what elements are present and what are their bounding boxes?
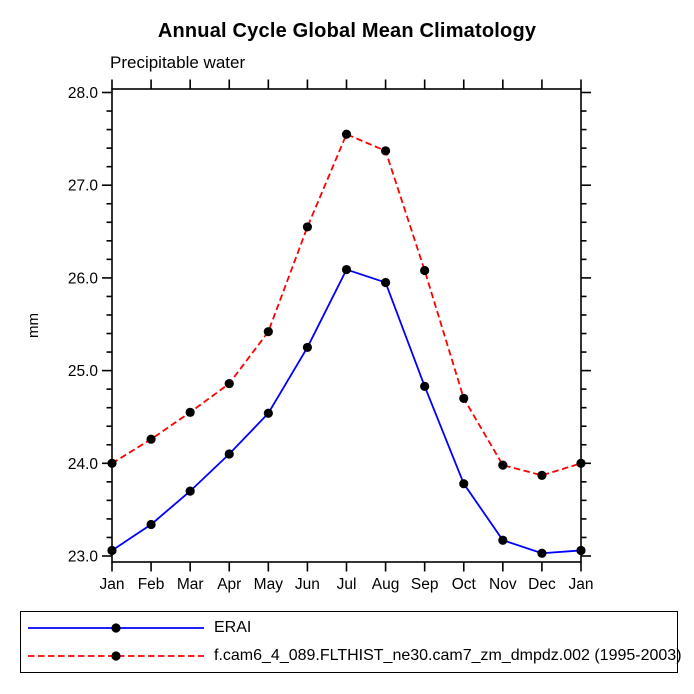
y-tick-label: 23.0 [68, 549, 99, 566]
plot-area: Jan Feb Mar Apr May Jun Jul Aug Sep Oct Nov Dec Jan2… [25, 79, 594, 593]
data-point-1 [498, 460, 508, 470]
x-tick-label: Nov [489, 576, 517, 593]
data-point-1 [420, 265, 430, 276]
x-tick-label: Apr [217, 576, 241, 593]
x-tick-label: Jun [295, 576, 320, 593]
y-tick-label: 27.0 [68, 178, 99, 195]
x-tick-label: Sep [411, 576, 439, 593]
data-point-1 [263, 327, 273, 337]
data-point-1 [341, 129, 352, 139]
data-point-0 [537, 548, 547, 558]
legend-label-model: f.cam6_4_089.FLTHIST_ne30.cam7_zm_dmpdz.… [214, 647, 682, 664]
data-point-0 [146, 519, 156, 530]
data-point-0 [107, 545, 117, 556]
data-point-0 [185, 486, 195, 496]
y-tick-label: 24.0 [68, 456, 99, 473]
chart-subtitle: Precipitable water [110, 53, 246, 72]
data-point-1 [224, 378, 234, 389]
x-tick-label: Mar [177, 576, 204, 593]
data-point-1 [185, 407, 195, 417]
data-point-1 [537, 470, 547, 480]
y-tick-label: 28.0 [68, 85, 99, 102]
erai-line-marker [28, 623, 204, 633]
x-tick-label: Aug [372, 576, 400, 593]
plot-frame [111, 88, 582, 563]
x-tick-label: May [254, 576, 284, 593]
data-point-0 [224, 449, 234, 459]
y-tick-label: 26.0 [68, 270, 99, 287]
data-point-0 [576, 545, 586, 556]
x-tick-label: Jan [569, 576, 594, 593]
x-tick-label: Oct [452, 576, 477, 593]
legend-item-erai: ERAI [27, 615, 677, 641]
data-point-0 [459, 479, 469, 489]
legend: ERAI f.cam6_4_089.FLTHIST_ne30.cam7_zm_d… [20, 611, 682, 673]
data-point-0 [420, 381, 430, 391]
data-point-1 [146, 434, 156, 444]
data-point-1 [302, 222, 313, 232]
data-point-1 [459, 393, 469, 404]
chart-title: Annual Cycle Global Mean Climatology [157, 20, 537, 42]
series-line-0 [111, 268, 582, 555]
y-tick-label: 25.0 [68, 363, 99, 380]
x-tick-label: Dec [528, 576, 556, 593]
series-line-1 [111, 133, 582, 477]
y-axis-title: mm [25, 313, 42, 338]
data-point-0 [341, 264, 352, 275]
legend-item-model: f.cam6_4_089.FLTHIST_ne30.cam7_zm_dmpdz.… [27, 643, 682, 669]
data-point-0 [263, 408, 273, 418]
legend-label-erai: ERAI [214, 619, 252, 636]
data-point-0 [498, 535, 508, 545]
model-line-marker [28, 651, 204, 661]
data-point-1 [576, 458, 586, 468]
x-tick-label: Jul [337, 576, 357, 593]
data-point-1 [380, 146, 391, 156]
data-point-0 [302, 342, 313, 353]
x-tick-label: Jan [100, 576, 125, 593]
x-tick-label: Feb [138, 576, 165, 593]
data-point-0 [380, 277, 391, 288]
data-point-1 [107, 458, 117, 468]
